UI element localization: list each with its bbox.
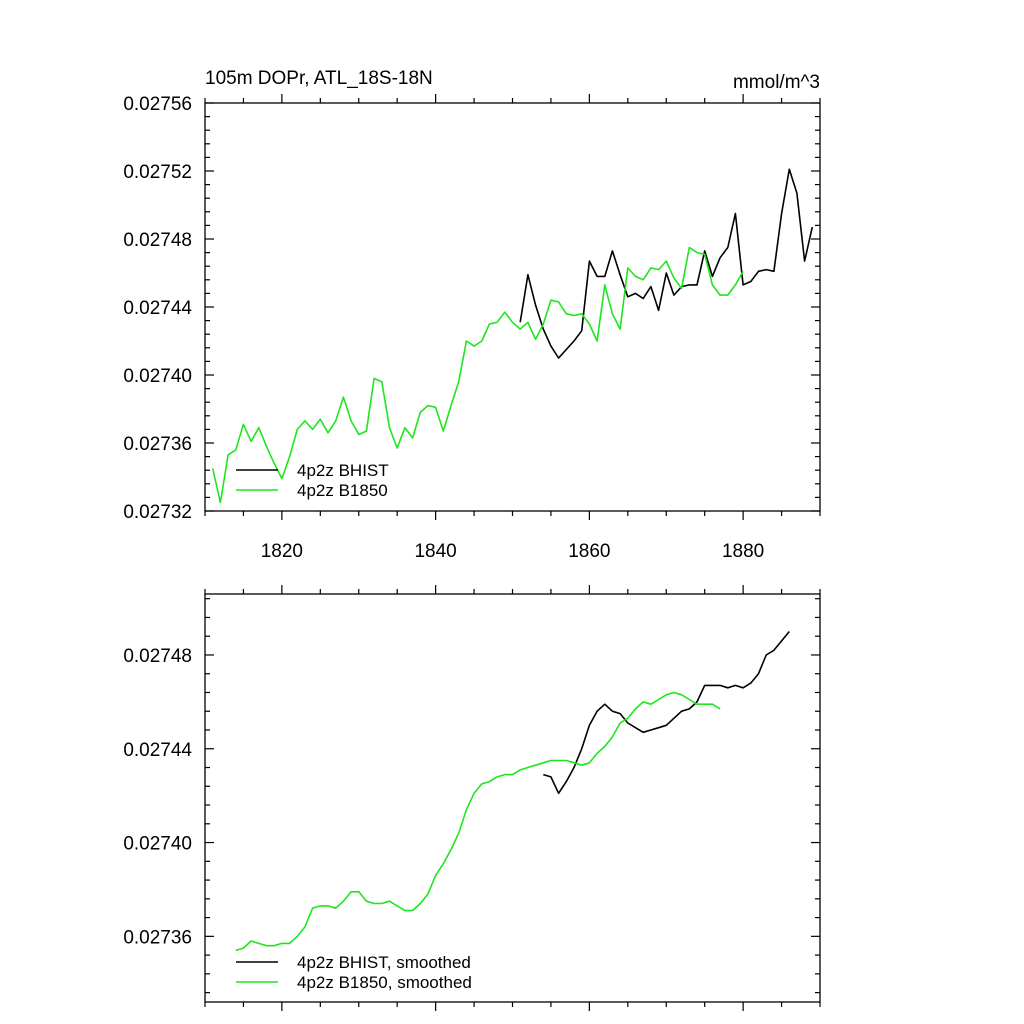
y-tick-label: 0.02740 (123, 366, 192, 387)
legend-label-b1850-smoothed: 4p2z B1850, smoothed (297, 973, 472, 992)
top-panel-title: 105m DOPr, ATL_18S-18N (205, 68, 433, 89)
y-tick-label: 0.02744 (123, 740, 192, 761)
legend-label-b1850: 4p2z B1850 (297, 481, 388, 500)
top-panel: 0.02732 0.02736 0.02740 0.02744 0.02748 0.027… (123, 68, 821, 562)
x-tick-label-1820: 1820 (261, 541, 303, 562)
y-tick-label: 0.02736 (123, 927, 192, 948)
top-panel-frame (204, 102, 821, 512)
y-tick-label: 0.02744 (123, 298, 192, 319)
bottom-panel-minor-ticks (204, 589, 821, 1007)
y-tick-label: 0.02748 (123, 230, 192, 251)
x-tick-label-1880: 1880 (722, 541, 764, 562)
top-panel-series (211, 168, 814, 504)
top-panel-x-tick-labels: 1820 1840 1860 1880 (261, 541, 765, 562)
x-tick-label-1860: 1860 (568, 541, 610, 562)
y-tick-label: 0.02756 (123, 94, 192, 115)
bottom-panel-frame (204, 593, 821, 1003)
series-line-4p2z-bhist (519, 168, 814, 359)
bottom-panel-series (235, 630, 790, 952)
bottom-panel-legend: 4p2z BHIST, smoothed 4p2z B1850, smoothe… (236, 953, 472, 992)
top-panel-units: mmol/m^3 (733, 72, 820, 93)
y-tick-label: 0.02748 (123, 646, 192, 667)
bottom-panel-y-tick-labels: 0.02736 0.02740 0.02744 0.02748 (123, 646, 192, 948)
top-panel-y-tick-labels: 0.02732 0.02736 0.02740 0.02744 0.02748 0.027… (123, 94, 192, 523)
y-tick-label: 0.02740 (123, 834, 192, 855)
x-tick-label-1840: 1840 (414, 541, 456, 562)
y-tick-label: 0.02736 (123, 434, 192, 455)
y-tick-label: 0.02752 (123, 162, 192, 183)
series-line-4p2z-bhist-smoothed (543, 630, 790, 795)
bottom-panel: 0.02736 0.02740 0.02744 0.02748 4p2z BHIST,… (123, 585, 821, 1011)
top-panel-minor-ticks (204, 98, 821, 516)
legend-label-bhist-smoothed: 4p2z BHIST, smoothed (297, 953, 471, 972)
legend-label-bhist: 4p2z BHIST (297, 461, 389, 480)
top-panel-legend: 4p2z BHIST 4p2z B1850 (236, 461, 389, 500)
bottom-panel-major-ticks (205, 585, 820, 1011)
series-line-4p2z-b1850-smoothed (235, 691, 721, 952)
y-tick-label: 0.02732 (123, 502, 192, 523)
series-line-4p2z-b1850 (211, 246, 744, 504)
